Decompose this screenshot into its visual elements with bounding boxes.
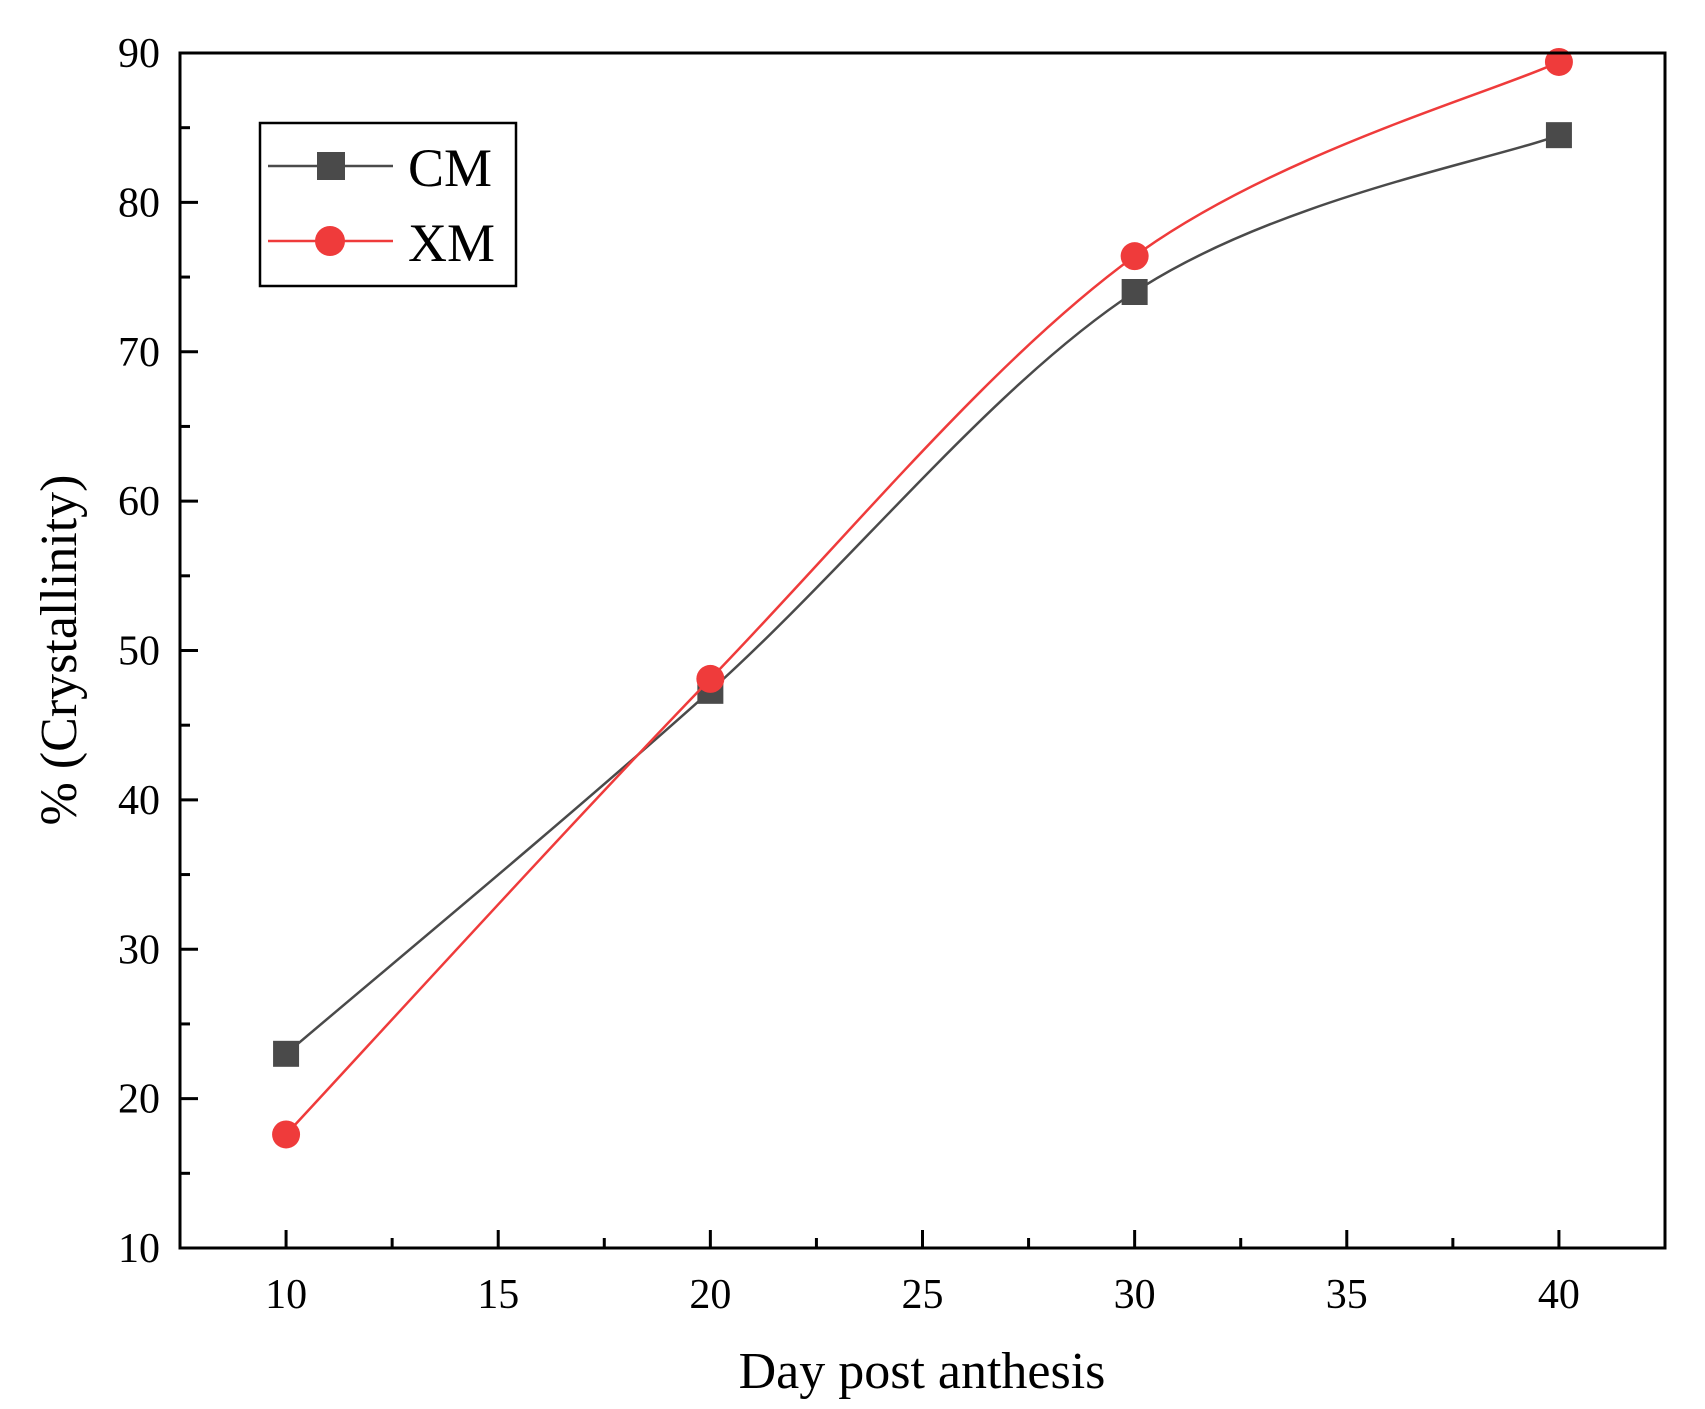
y-tick-label-30: 30 [118, 927, 160, 973]
point-cm-40 [1545, 122, 1572, 149]
x-tick-label-25: 25 [902, 1272, 944, 1318]
y-axis-title: % (Crystallinity) [31, 475, 88, 826]
x-tick-label-40: 40 [1538, 1272, 1580, 1318]
plot-frame [178, 51, 1667, 1250]
x-axis-title: Day post anthesis [739, 1343, 1106, 1400]
point-xm-40 [1544, 47, 1573, 76]
series-line-xm [285, 60, 1560, 1136]
legend-marker-xm [315, 226, 345, 256]
y-tick-label-40: 40 [118, 778, 160, 824]
x-tick-label-30: 30 [1114, 1272, 1156, 1318]
legend-label-xm: XM [408, 213, 495, 273]
y-tick-label-80: 80 [118, 180, 160, 226]
y-tick-label-70: 70 [118, 330, 160, 376]
legend-label-cm: CM [408, 138, 492, 198]
point-cm-10 [273, 1040, 300, 1067]
series-line-cm [285, 133, 1560, 1055]
y-tick-label-90: 90 [118, 31, 160, 77]
x-tick-label-10: 10 [265, 1272, 307, 1318]
y-tick-label-50: 50 [118, 629, 160, 675]
x-tick-label-15: 15 [477, 1272, 519, 1318]
x-tick-label-20: 20 [689, 1272, 731, 1318]
x-tick-label-35: 35 [1326, 1272, 1368, 1318]
y-tick-label-10: 10 [118, 1226, 160, 1272]
legend: CM XM [258, 121, 518, 288]
y-tick-label-60: 60 [118, 479, 160, 525]
legend-box [258, 121, 518, 288]
point-xm-20 [696, 664, 725, 693]
axes: 10 15 20 25 30 35 40 10 20 30 40 50 60 70 80 90 [118, 31, 1580, 1318]
legend-item-cm: CM [268, 138, 492, 198]
y-tick-label-20: 20 [118, 1077, 160, 1123]
point-xm-10 [272, 1120, 301, 1149]
plot-area [272, 47, 1573, 1149]
point-xm-30 [1120, 242, 1149, 271]
point-cm-30 [1121, 279, 1148, 305]
legend-item-xm: XM [268, 213, 495, 273]
legend-marker-cm [317, 152, 345, 180]
